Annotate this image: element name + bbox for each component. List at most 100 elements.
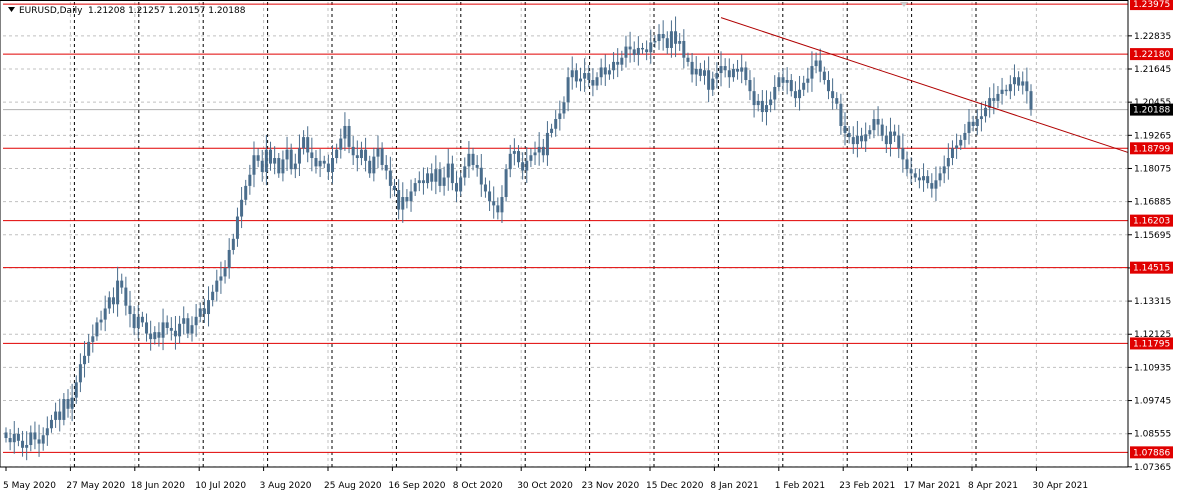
candle-body (649, 42, 653, 53)
y-tick-label: 1.21645 (1134, 65, 1171, 75)
candle-body (421, 180, 425, 184)
candle-body (674, 31, 678, 44)
candle-body (591, 80, 595, 86)
candle-body (314, 158, 318, 167)
candle-body (562, 102, 566, 114)
level-price-box (1130, 142, 1173, 155)
level-price-label: 1.07886 (1133, 448, 1170, 458)
candle-body (740, 67, 744, 72)
y-tick-label: 1.22835 (1134, 32, 1171, 42)
candle-body (78, 364, 82, 383)
candle-body (376, 148, 380, 157)
trend-line (720, 17, 1129, 153)
candle-body (975, 119, 979, 126)
candle-body (260, 160, 264, 172)
candle-body (58, 411, 62, 420)
candle-body (318, 160, 322, 167)
candle-body (21, 440, 25, 448)
level-price-label: 1.22180 (1133, 50, 1170, 60)
candle-body (525, 160, 529, 171)
y-tick-label: 1.10935 (1134, 363, 1171, 373)
candle-body (281, 159, 285, 174)
candle-body (798, 89, 802, 99)
candle-body (132, 314, 136, 328)
candle-body (8, 438, 12, 443)
x-tick-label: 17 Mar 2021 (904, 481, 961, 491)
current-price-label: 1.20188 (1133, 106, 1170, 116)
level-price-box (1130, 337, 1173, 350)
candle-body (913, 173, 917, 178)
current-price-box (1130, 103, 1173, 116)
candle-body (868, 130, 872, 135)
candle-body (876, 119, 880, 125)
candle-body (1004, 89, 1008, 92)
candle-body (372, 156, 376, 174)
candle-body (446, 163, 450, 178)
chart-ohlc: 1.21208 1.21257 1.20157 1.20188 (88, 6, 246, 16)
x-tick-label: 25 Aug 2020 (324, 481, 382, 491)
y-tick-label: 1.08555 (1134, 430, 1171, 440)
candle-body (405, 197, 409, 202)
candle-body (764, 105, 768, 113)
candle-body (711, 78, 715, 90)
candle-body (963, 132, 967, 140)
candle-body (467, 153, 471, 167)
chart-symbol: EURUSD,Daily (19, 6, 83, 16)
candle-body (864, 134, 868, 142)
menu-triangle-icon[interactable] (8, 7, 15, 12)
candle-body (810, 66, 814, 79)
candle-body (665, 38, 669, 48)
candle-body (587, 73, 591, 81)
candle-body (988, 98, 992, 108)
y-tick-label: 1.19265 (1134, 131, 1171, 141)
candle-body (736, 68, 740, 72)
candle-body (211, 291, 215, 301)
candle-body (165, 322, 169, 328)
candle-body (430, 173, 434, 182)
candle-body (285, 149, 289, 160)
candle-body (826, 80, 830, 92)
candle-body (401, 197, 405, 210)
candle-body (616, 61, 620, 65)
candle-body (33, 432, 37, 440)
candle-body (463, 166, 467, 178)
candle-body (971, 121, 975, 126)
candle-body (930, 183, 934, 189)
candle-body (574, 70, 578, 82)
level-price-box (1130, 446, 1173, 459)
candle-body (934, 180, 938, 189)
candle-body (74, 382, 78, 398)
candle-body (847, 132, 851, 138)
candle-body (91, 336, 95, 342)
candle-body (219, 276, 223, 281)
candle-body (839, 103, 843, 126)
chart-shift-icon[interactable] (900, 2, 908, 7)
candle-body (938, 173, 942, 181)
candle-body (207, 300, 211, 315)
candle-body (917, 177, 921, 181)
level-price-box (1130, 261, 1173, 274)
candle-body (368, 160, 372, 174)
candle-body (785, 80, 789, 83)
candle-body (835, 98, 839, 104)
candle-body (277, 158, 281, 174)
candle-body (901, 148, 905, 160)
candle-body (595, 77, 599, 86)
candle-body (426, 173, 430, 184)
candle-body (483, 184, 487, 192)
candle-body (731, 68, 735, 78)
candle-body (583, 73, 587, 79)
x-tick-label: 10 Jul 2020 (195, 481, 246, 491)
candle-body (727, 70, 731, 78)
candle-body (888, 131, 892, 145)
candle-body (537, 146, 541, 153)
candle-body (347, 125, 351, 147)
candle-body (653, 41, 657, 43)
candle-body (157, 332, 161, 338)
candle-body (322, 160, 326, 164)
candle-body (707, 70, 711, 90)
candle-body (554, 119, 558, 129)
candle-body (657, 34, 661, 42)
candle-body (946, 158, 950, 167)
candle-body (678, 41, 682, 44)
